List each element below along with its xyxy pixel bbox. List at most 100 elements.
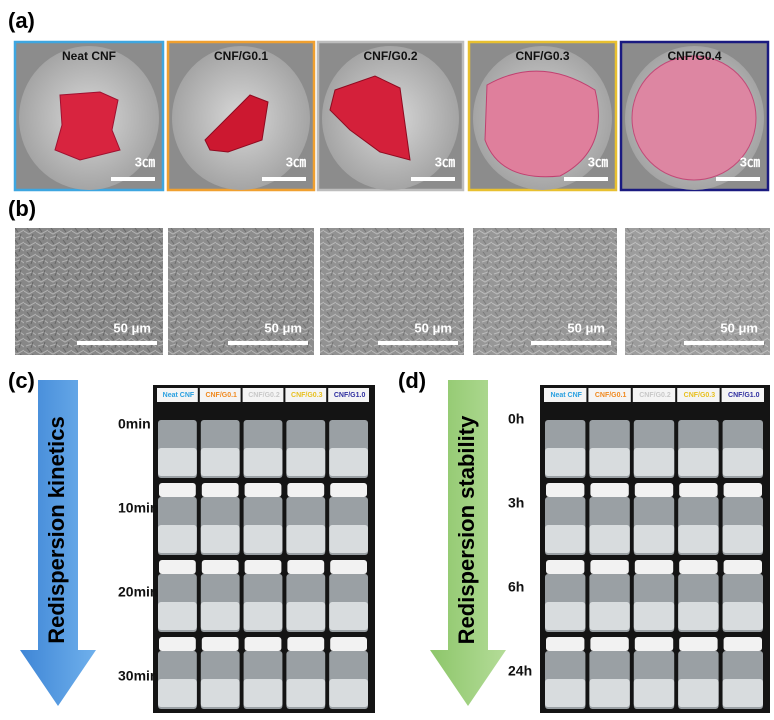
vial-liquid [589, 602, 630, 630]
panel-label: (d) [398, 368, 426, 393]
vial-liquid [722, 525, 763, 553]
vial-liquid [243, 525, 283, 553]
scale-label: 50 μm [264, 320, 302, 335]
scale-bar [411, 177, 455, 181]
vial-liquid [633, 525, 675, 553]
vial-liquid [243, 602, 283, 630]
scale-label: 3㎝ [286, 154, 306, 169]
scale-bar [564, 177, 608, 181]
label-strip [721, 388, 764, 402]
scale-bar [228, 341, 308, 345]
vial-cap [287, 637, 325, 651]
vial-label: CNF/G1.0 [728, 392, 760, 399]
vial-cap [287, 560, 325, 574]
scale-bar [111, 177, 155, 181]
vial-liquid [286, 448, 326, 476]
film-shapes [54, 55, 757, 181]
sample-name: CNF/G0.3 [515, 49, 569, 63]
panel-label: (a) [8, 8, 35, 33]
vial-cap [723, 560, 762, 574]
vial-label: CNF/G0.3 [291, 392, 323, 399]
label-strip [328, 388, 369, 402]
vial-label: Neat CNF [163, 392, 195, 399]
vial-liquid [722, 602, 763, 630]
vial-cap [634, 483, 674, 497]
vial-liquid [200, 525, 240, 553]
vial-liquid [243, 679, 283, 707]
scale-label: 3㎝ [435, 154, 455, 169]
arrow-text: Redispersion stability [454, 415, 479, 644]
label-strip [157, 388, 198, 402]
scale-label: 50 μm [567, 320, 605, 335]
label-strip [588, 388, 631, 402]
vial-label: CNF/G1.0 [334, 392, 366, 399]
label-strip [677, 388, 720, 402]
vial-liquid [200, 602, 240, 630]
vial-cap [159, 483, 196, 497]
time-label: 6h [508, 579, 524, 595]
vial-liquid [286, 602, 326, 630]
time-label: 0h [508, 411, 524, 427]
vial-liquid [329, 448, 368, 476]
scale-label: 3㎝ [135, 154, 155, 169]
arrow [430, 380, 506, 706]
vial-cap [201, 483, 239, 497]
vial-liquid [158, 602, 197, 630]
time-label: 0min [118, 416, 151, 432]
vial-cap [330, 637, 367, 651]
label-strip [242, 388, 284, 402]
vial-liquid [545, 448, 586, 476]
scale-label: 50 μm [720, 320, 758, 335]
sem-image [320, 228, 464, 355]
sem-image [168, 228, 314, 355]
scale-bar [716, 177, 760, 181]
vial-cap [330, 560, 367, 574]
vial-cap [679, 560, 718, 574]
vial-cap [546, 483, 585, 497]
label-strip [285, 388, 327, 402]
vial-liquid [678, 525, 719, 553]
vial-cap [159, 637, 196, 651]
scale-bar [378, 341, 458, 345]
scale-label: 50 μm [414, 320, 452, 335]
vial-liquid [329, 679, 368, 707]
vial-cap [546, 560, 585, 574]
sample-name: CNF/G0.1 [214, 49, 268, 63]
scale-bar [262, 177, 306, 181]
sem-image [15, 228, 163, 355]
vial-liquid [722, 679, 763, 707]
sample-name: CNF/G0.2 [363, 49, 417, 63]
label-strip [632, 388, 676, 402]
sample-name: Neat CNF [62, 49, 116, 63]
vial-cap [287, 483, 325, 497]
vial-cap [634, 637, 674, 651]
time-label: 3h [508, 495, 524, 511]
vial-label: CNF/G0.1 [205, 392, 237, 399]
vial-liquid [286, 525, 326, 553]
vial-cap [244, 637, 282, 651]
vial-label: CNF/G0.3 [684, 392, 716, 399]
vial-liquid [545, 525, 586, 553]
vial-cap [723, 637, 762, 651]
vial-cap [590, 560, 629, 574]
vial-cap [201, 637, 239, 651]
arrow-text: Redispersion kinetics [44, 416, 69, 643]
label-strip [199, 388, 241, 402]
vial-liquid [589, 448, 630, 476]
vial-liquid [589, 525, 630, 553]
vial-liquid [545, 602, 586, 630]
vial-liquid [633, 679, 675, 707]
vial-liquid [243, 448, 283, 476]
vial-liquid [200, 448, 240, 476]
vial-label: CNF/G0.2 [248, 392, 280, 399]
vial-liquid [545, 679, 586, 707]
sample-name: CNF/G0.4 [667, 49, 721, 63]
vial-label: CNF/G0.1 [595, 392, 627, 399]
vial-liquid [329, 525, 368, 553]
scale-label: 50 μm [113, 320, 151, 335]
vial-liquid [158, 525, 197, 553]
panel-label: (b) [8, 196, 36, 221]
vial-liquid [722, 448, 763, 476]
vial-cap [679, 483, 718, 497]
